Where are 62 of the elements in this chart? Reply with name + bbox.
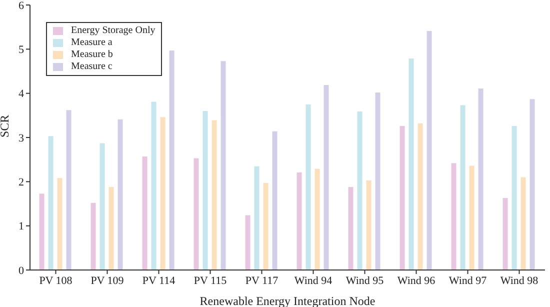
y-tick-label: 6 bbox=[18, 0, 24, 12]
y-tick-label: 1 bbox=[18, 220, 24, 233]
bar bbox=[408, 58, 414, 270]
bar bbox=[254, 166, 260, 270]
y-tick-label: 0 bbox=[18, 264, 24, 277]
bar bbox=[160, 117, 166, 270]
bar bbox=[263, 182, 268, 270]
bar bbox=[426, 31, 432, 270]
legend-label: Energy Storage Only bbox=[71, 25, 156, 37]
bar bbox=[306, 104, 311, 270]
x-tick-label: Wind 96 bbox=[397, 274, 436, 287]
bar bbox=[57, 178, 62, 270]
x-tick-label: Wind 98 bbox=[500, 274, 539, 287]
x-tick-label: PV 109 bbox=[90, 274, 124, 287]
bar bbox=[469, 166, 474, 270]
bar bbox=[48, 136, 54, 270]
bar bbox=[296, 172, 302, 270]
bar bbox=[502, 198, 508, 270]
bar bbox=[142, 156, 148, 270]
bar bbox=[314, 168, 320, 270]
x-tick-label: PV 115 bbox=[194, 274, 228, 287]
legend-label: Measure a bbox=[71, 37, 112, 49]
x-tick-label: PV 117 bbox=[245, 274, 279, 287]
legend-label: Measure b bbox=[71, 49, 113, 61]
bar bbox=[39, 194, 44, 270]
bar bbox=[151, 102, 156, 270]
bar bbox=[366, 180, 372, 270]
bar bbox=[418, 123, 423, 270]
y-tick-label: 5 bbox=[18, 44, 24, 56]
y-tick-label: 3 bbox=[18, 132, 24, 144]
x-tick-label: PV 114 bbox=[142, 274, 176, 287]
bar bbox=[375, 92, 380, 270]
y-tick-label: 4 bbox=[18, 88, 24, 100]
bar bbox=[202, 111, 208, 270]
bar bbox=[220, 61, 226, 270]
bar bbox=[100, 143, 105, 270]
bar bbox=[478, 88, 484, 270]
bar bbox=[520, 177, 526, 270]
bar bbox=[460, 105, 466, 270]
bar bbox=[357, 111, 362, 270]
bar bbox=[348, 186, 354, 270]
bar bbox=[108, 186, 114, 270]
bar bbox=[118, 119, 123, 270]
y-tick-label: 2 bbox=[18, 176, 24, 189]
x-tick-label: Wind 97 bbox=[448, 274, 488, 287]
bar bbox=[272, 131, 278, 270]
bar bbox=[169, 50, 174, 270]
legend-label: Measure c bbox=[71, 61, 112, 73]
bar bbox=[245, 215, 250, 270]
bar bbox=[530, 99, 535, 270]
bar bbox=[194, 158, 199, 270]
bar bbox=[212, 120, 217, 270]
x-tick-label: PV 108 bbox=[39, 274, 73, 287]
bar bbox=[512, 126, 517, 270]
bar bbox=[451, 163, 456, 270]
bar bbox=[66, 110, 72, 270]
y-axis-title: SCR bbox=[0, 114, 12, 138]
bar bbox=[90, 202, 96, 270]
x-tick-label: Wind 94 bbox=[294, 274, 333, 287]
x-tick-label: Wind 95 bbox=[346, 274, 384, 287]
bar bbox=[400, 126, 405, 270]
bar bbox=[324, 84, 329, 270]
